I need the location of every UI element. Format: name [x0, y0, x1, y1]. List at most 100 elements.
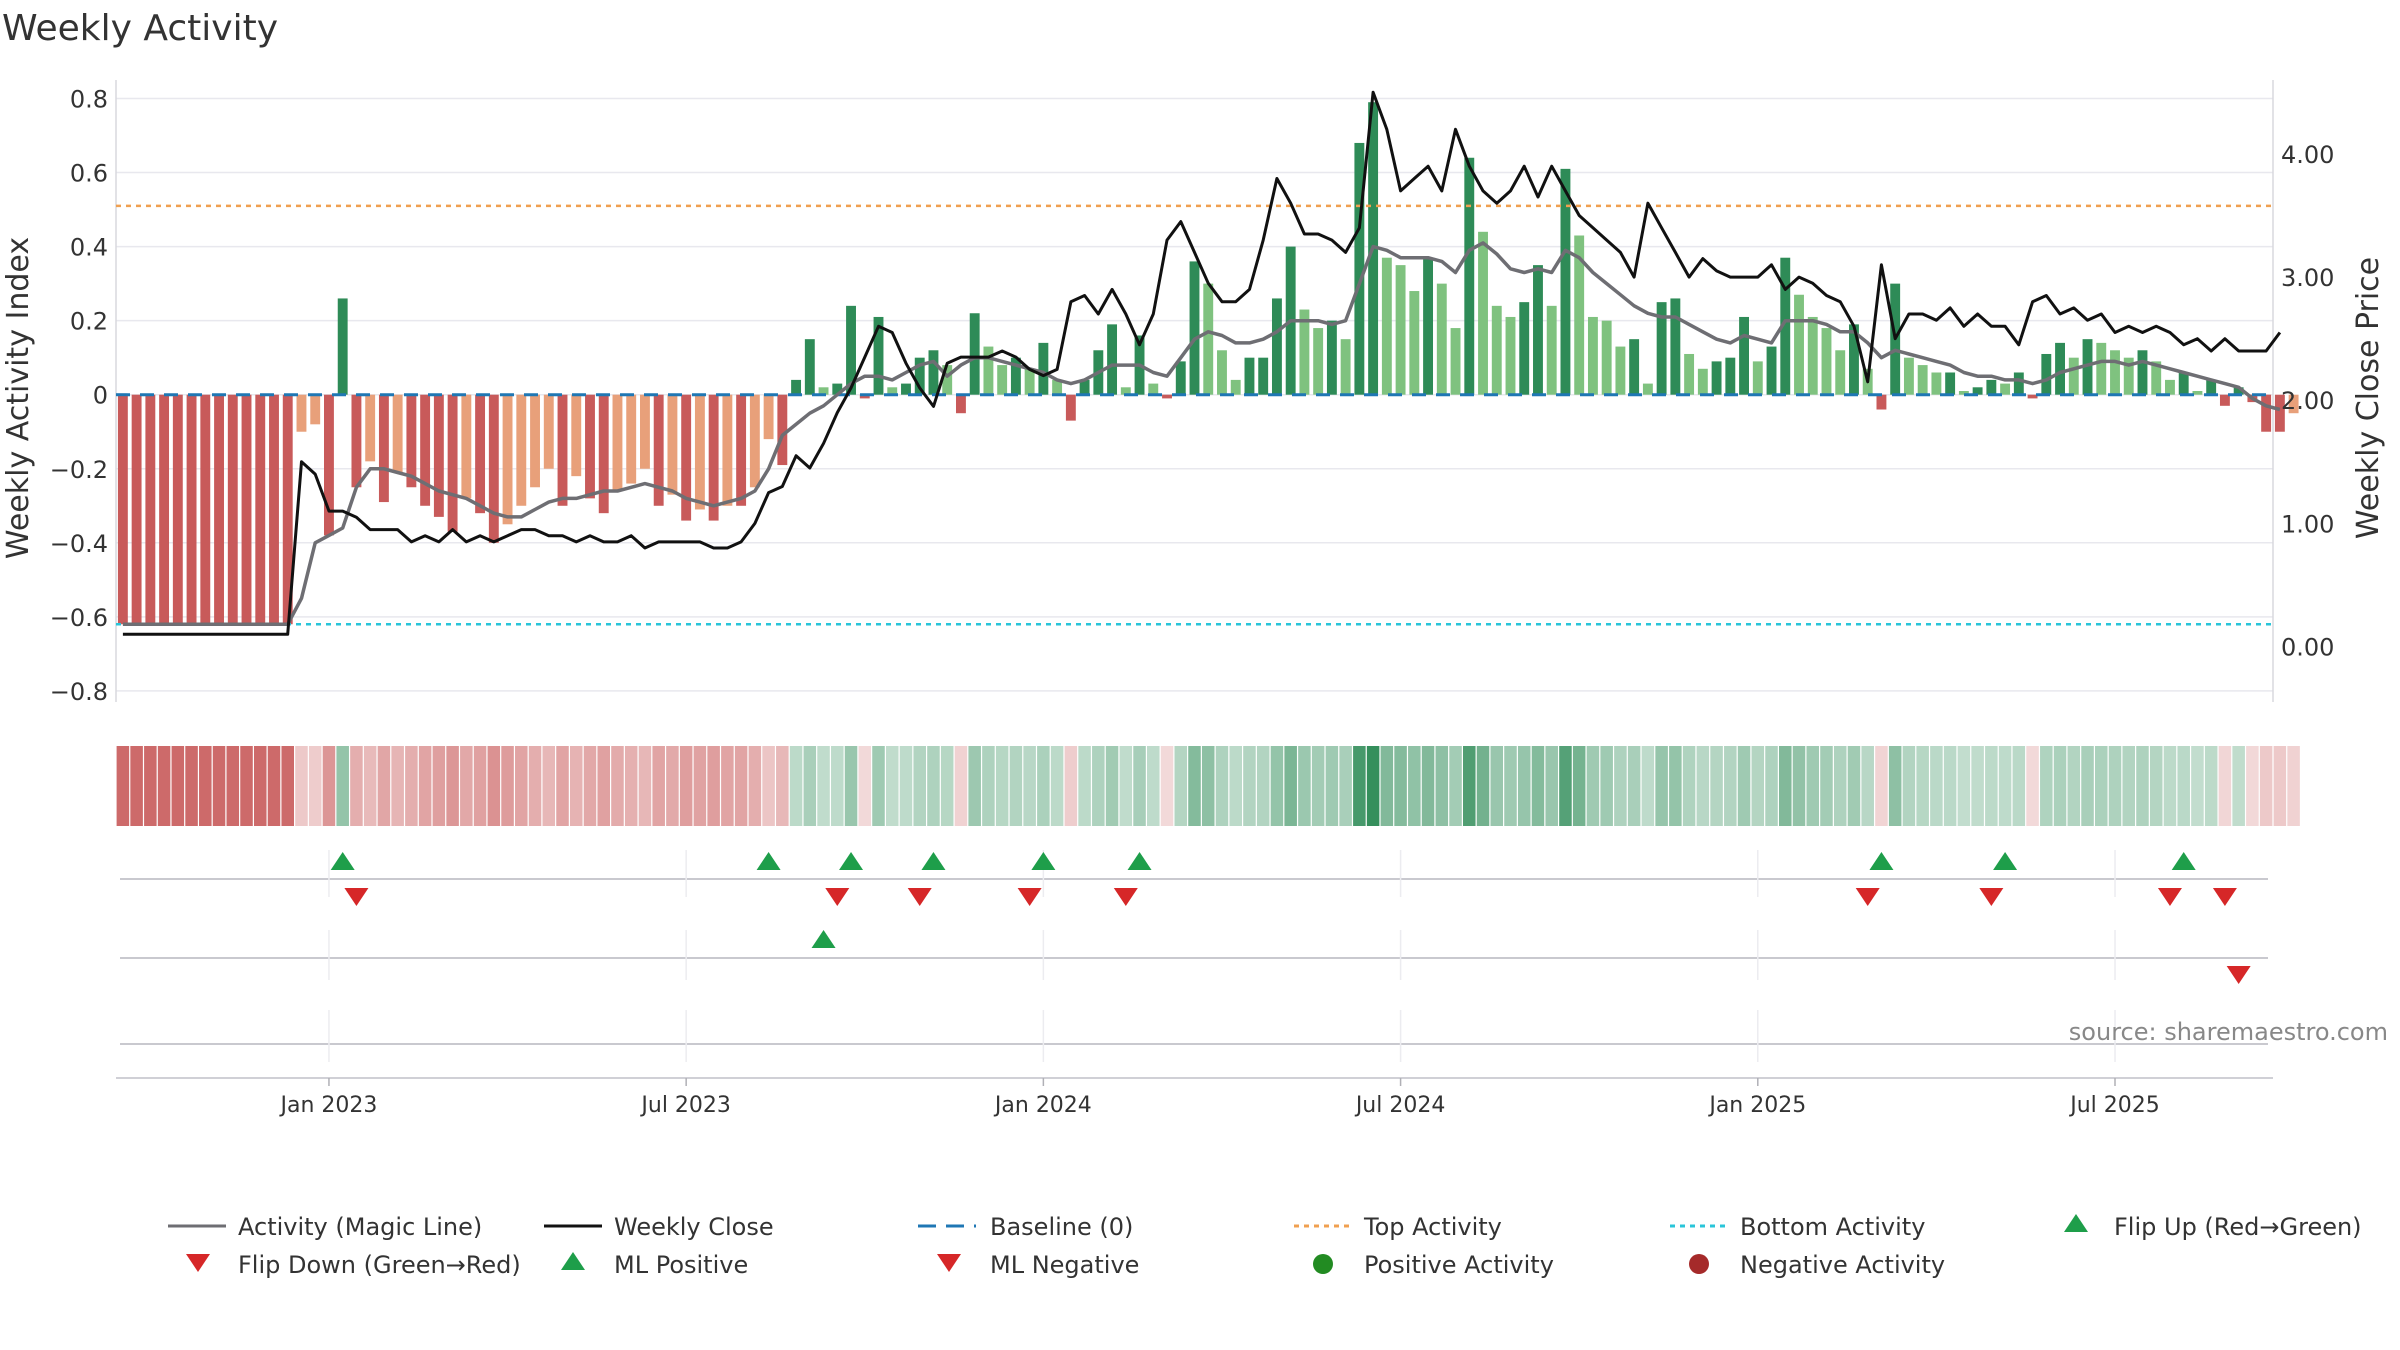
heat-cell-126 — [1847, 746, 1861, 826]
heat-cell-34 — [583, 746, 597, 826]
heat-cell-80 — [1215, 746, 1229, 826]
heat-cell-16 — [336, 746, 349, 826]
activity-bar-126 — [1849, 324, 1859, 395]
flip-up-marker-1 — [756, 852, 781, 870]
heat-cell-92 — [1380, 746, 1394, 826]
activity-bar-147 — [2137, 350, 2148, 395]
heat-cell-46 — [748, 746, 762, 826]
legend-flip-down-triangle-icon — [186, 1254, 210, 1272]
activity-heat-strip — [116, 746, 2300, 826]
heat-cell-147 — [2136, 746, 2149, 826]
activity-bar-114 — [1684, 353, 1695, 395]
activity-bar-40 — [667, 394, 678, 495]
heat-cell-26 — [473, 746, 487, 826]
x-tick-label-2: Jan 2024 — [993, 1093, 1092, 1118]
heat-cell-145 — [2108, 746, 2122, 826]
legend-ml-positive-triangle-icon — [561, 1252, 585, 1270]
heat-cell-68 — [1050, 746, 1064, 826]
flip-down-marker-1 — [825, 888, 850, 906]
activity-bar-130 — [1903, 357, 1914, 395]
heat-cell-59 — [927, 746, 940, 826]
activity-bar-82 — [1244, 357, 1255, 395]
heat-cell-53 — [844, 746, 858, 826]
ml-negative-marker-0 — [2226, 966, 2251, 984]
heat-cell-85 — [1284, 746, 1297, 826]
heat-cell-148 — [2149, 746, 2163, 826]
heat-cell-45 — [734, 746, 748, 826]
activity-bar-60 — [942, 365, 953, 395]
heat-cell-158 — [2287, 746, 2300, 826]
activity-bar-16 — [337, 298, 348, 395]
heat-cell-114 — [1682, 746, 1696, 826]
activity-bar-132 — [1931, 372, 1942, 395]
y-tick-label-2: 0.4 — [70, 234, 108, 262]
heat-cell-154 — [2232, 746, 2245, 826]
activity-bar-3 — [159, 394, 170, 625]
legend-item-weekly-close: Weekly Close — [544, 1213, 774, 1241]
activity-bar-122 — [1794, 294, 1804, 395]
heat-cell-116 — [1710, 746, 1723, 826]
heat-cell-18 — [363, 746, 377, 826]
activity-bar-66 — [1024, 368, 1035, 395]
activity-bar-88 — [1326, 320, 1337, 395]
heat-cell-69 — [1064, 746, 1078, 826]
heat-cell-106 — [1572, 746, 1586, 826]
activity-bar-135 — [1972, 387, 1983, 395]
activity-bar-103 — [1533, 265, 1543, 395]
heat-cell-112 — [1655, 746, 1668, 826]
heat-cell-24 — [446, 746, 459, 826]
legend: Activity (Magic Line) Weekly Close Basel… — [168, 1213, 2362, 1279]
activity-bar-58 — [914, 357, 925, 395]
legend-positive-dot-icon — [1313, 1254, 1333, 1274]
activity-bar-68 — [1052, 379, 1063, 395]
legend-label-ml-negative: ML Negative — [990, 1251, 1139, 1279]
y-axis-label: Weekly Activity Index — [1, 237, 36, 559]
heat-cell-19 — [377, 746, 391, 826]
heat-cell-139 — [2026, 746, 2039, 826]
heat-cell-9 — [240, 746, 253, 826]
heat-cell-141 — [2053, 746, 2067, 826]
y-axis-ticks: 0.8 0.6 0.4 0.2 0 −0.2 −0.4 −0.6 −0.8 — [50, 86, 108, 706]
activity-bar-156 — [2261, 394, 2272, 432]
heat-cell-83 — [1256, 746, 1270, 826]
heat-cell-129 — [1888, 746, 1902, 826]
flip-down-marker-5 — [1855, 888, 1880, 906]
heat-cell-29 — [515, 746, 528, 826]
heat-cell-49 — [789, 746, 803, 826]
heat-cell-86 — [1298, 746, 1311, 826]
activity-bar-90 — [1354, 142, 1365, 395]
heat-cell-117 — [1724, 746, 1737, 826]
heat-cell-2 — [144, 746, 157, 826]
activity-bar-31 — [543, 394, 554, 469]
heat-cell-107 — [1586, 746, 1600, 826]
heat-cell-157 — [2273, 746, 2287, 826]
x-tick-label-3: Jul 2024 — [1354, 1093, 1446, 1118]
heat-cell-67 — [1037, 746, 1050, 826]
legend-label-baseline: Baseline (0) — [990, 1213, 1133, 1241]
heat-cell-110 — [1627, 746, 1641, 826]
heat-cell-40 — [666, 746, 679, 826]
legend-item-flip-down: Flip Down (Green→Red) — [186, 1251, 521, 1279]
heat-cell-142 — [2067, 746, 2081, 826]
heat-cell-20 — [391, 746, 404, 826]
heat-cell-35 — [597, 746, 610, 826]
heat-cell-37 — [624, 746, 638, 826]
heat-cell-137 — [1998, 746, 2012, 826]
activity-bar-65 — [1010, 357, 1021, 395]
activity-bar-137 — [2000, 383, 2011, 395]
legend-item-bottom-activity: Bottom Activity — [1670, 1213, 1925, 1241]
heat-cell-91 — [1366, 746, 1380, 826]
activity-bar-108 — [1601, 320, 1612, 395]
heat-cell-109 — [1614, 746, 1627, 826]
heat-cell-58 — [913, 746, 926, 826]
heat-cell-113 — [1669, 746, 1682, 826]
y-tick-label-8: −0.8 — [50, 678, 108, 706]
activity-bar-148 — [2151, 361, 2162, 395]
heat-cell-50 — [803, 746, 817, 826]
heat-cell-149 — [2163, 746, 2177, 826]
heat-cell-95 — [1421, 746, 1435, 826]
activity-bar-136 — [1986, 379, 1997, 395]
activity-bar-143 — [2082, 339, 2093, 395]
activity-bar-139 — [2027, 394, 2038, 399]
